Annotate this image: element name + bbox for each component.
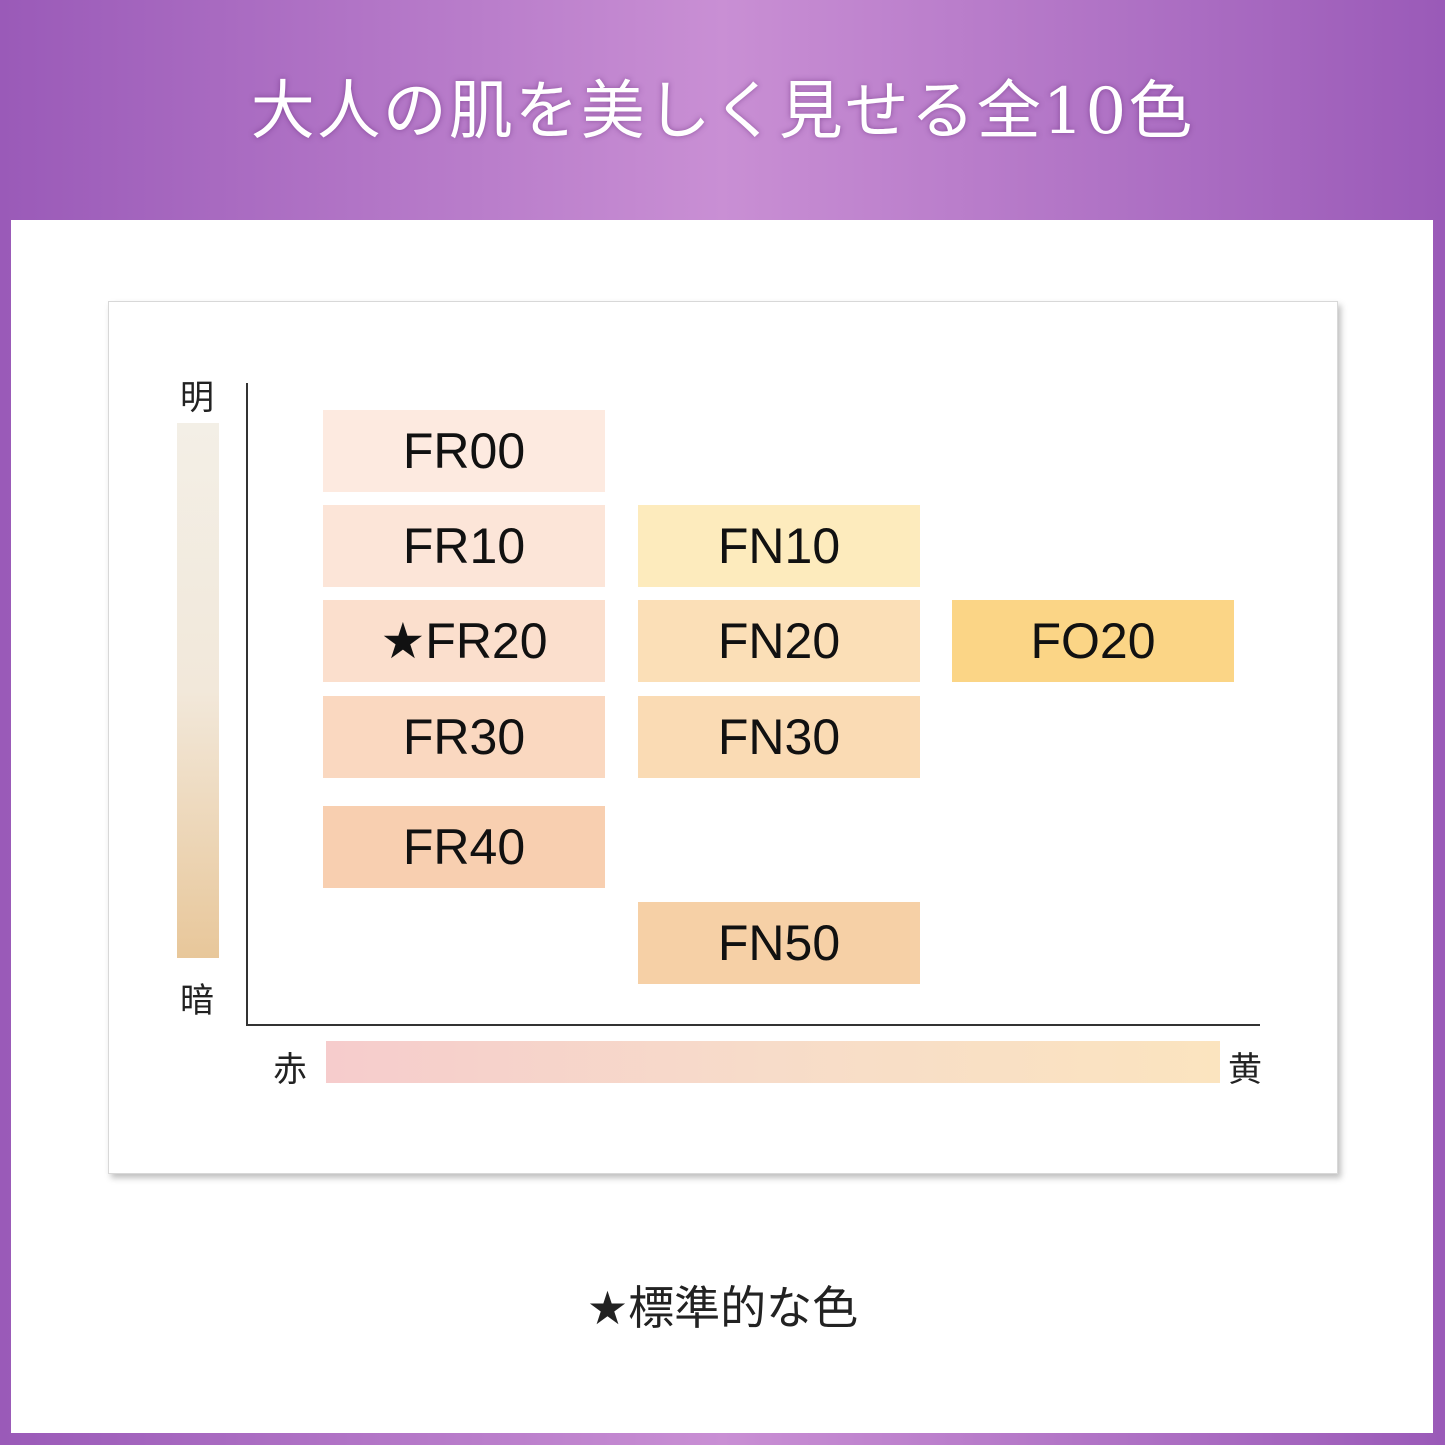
shade-swatch-fr30: FR30 [323, 696, 605, 778]
axis-label-red: 赤 [273, 1050, 307, 1090]
vertical-axis-line [246, 383, 248, 1026]
horizontal-axis-line [246, 1024, 1260, 1026]
shade-swatch-fr00: FR00 [323, 410, 605, 492]
shade-swatch-fr10: FR10 [323, 505, 605, 587]
footnote: ★標準的な色 [586, 1281, 859, 1335]
axis-label-dark: 暗 [180, 981, 214, 1021]
page-title: 大人の肌を美しく見せる全10色 [250, 75, 1195, 149]
brightness-gradient-bar [177, 423, 219, 958]
shade-swatch-fn20: FN20 [638, 600, 920, 682]
axis-label-bright: 明 [180, 378, 214, 418]
shade-swatch-fr40: FR40 [323, 806, 605, 888]
shade-swatch-fn30: FN30 [638, 696, 920, 778]
axis-label-yellow: 黄 [1228, 1050, 1262, 1090]
shade-swatch-fn10: FN10 [638, 505, 920, 587]
shade-swatch-fo20: FO20 [952, 600, 1234, 682]
shade-swatch-fr20: ★FR20 [323, 600, 605, 682]
tone-gradient-bar [326, 1041, 1220, 1083]
shade-swatch-fn50: FN50 [638, 902, 920, 984]
